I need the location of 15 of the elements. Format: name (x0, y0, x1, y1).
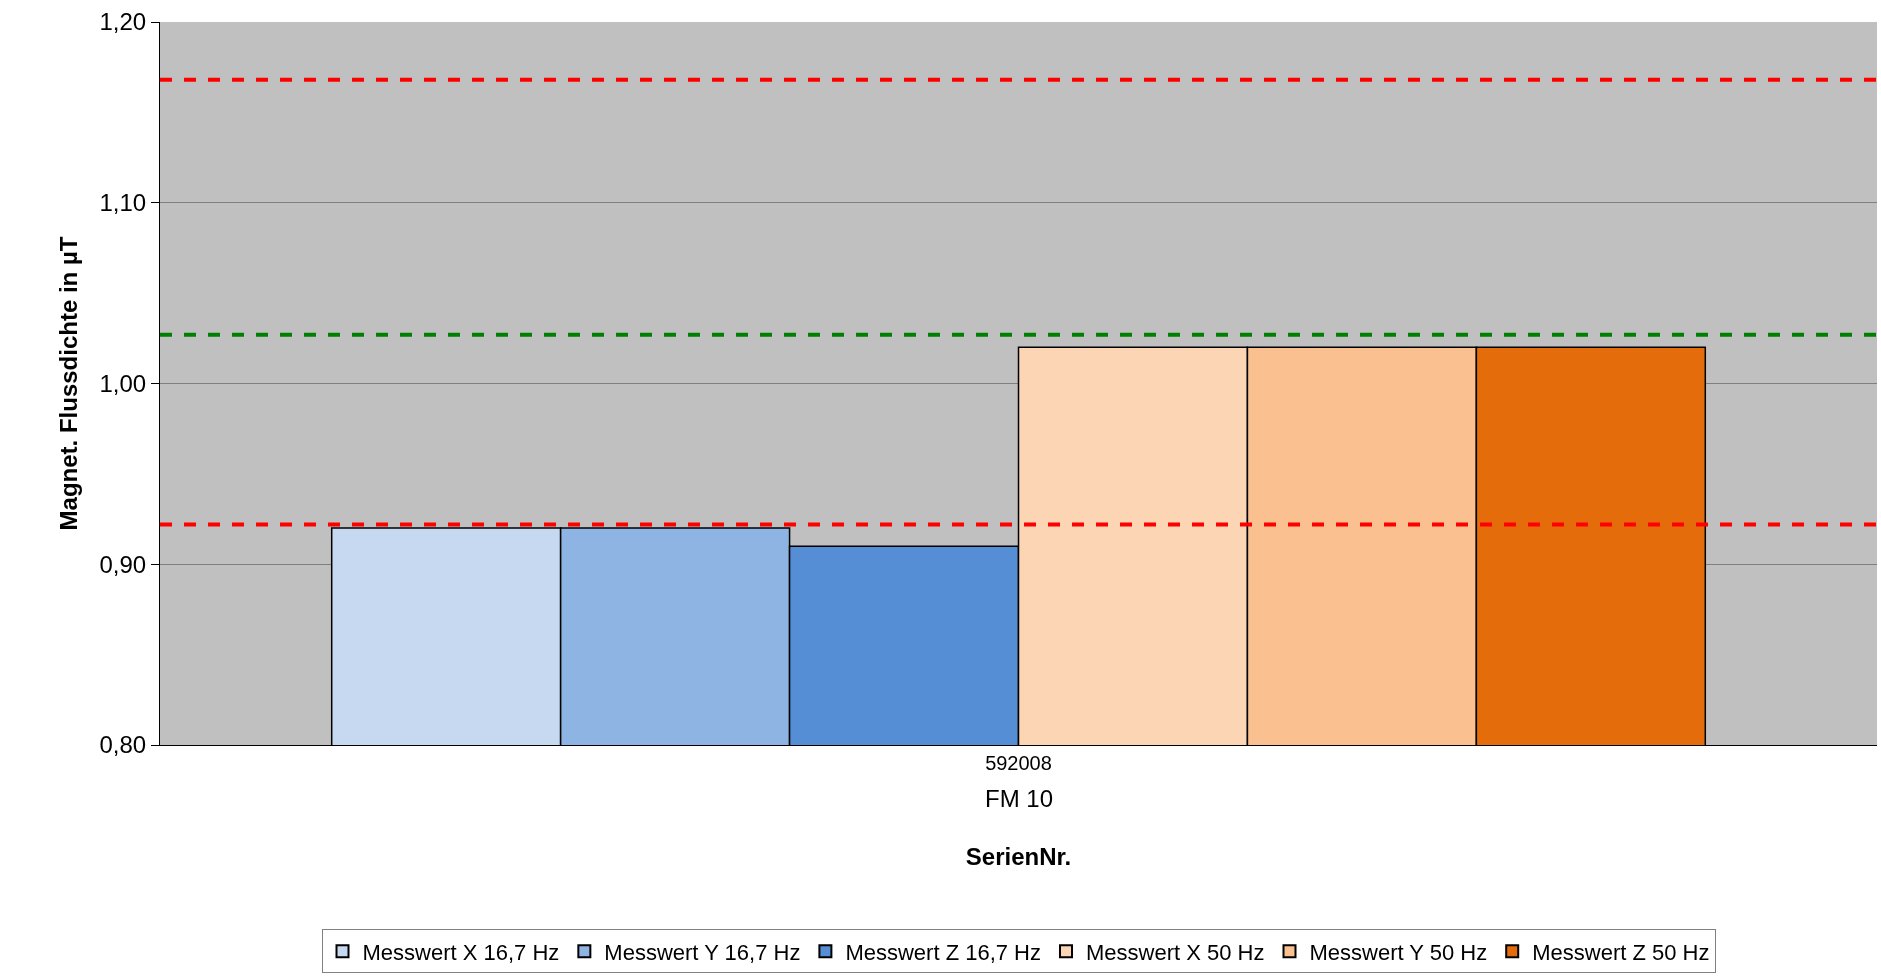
y-axis-title: Magnet. Flussdichte in µT (54, 236, 82, 531)
legend-label: Messwert Y 16,7 Hz (604, 939, 801, 965)
text: FM 10 (985, 785, 1054, 812)
x-axis-title: SerienNr. (965, 843, 1072, 871)
legend-label: Messwert Z 50 Hz (1532, 939, 1710, 965)
y-tick-label: 1,20 (99, 8, 147, 36)
y-tick-label: 0,80 (99, 731, 147, 759)
y-tick-label: 1,10 (99, 189, 147, 217)
legend-label: Messwert Z 16,7 Hz (845, 939, 1041, 965)
x-tick-label: 592008 (985, 752, 1052, 774)
legend-label: Messwert Y 50 Hz (1309, 939, 1488, 965)
legend-label: Messwert X 16,7 Hz (362, 939, 560, 965)
y-tick-label: 1,00 (99, 369, 147, 397)
y-tick-label: 0,90 (99, 550, 147, 578)
legend-label: Messwert X 50 Hz (1086, 939, 1265, 965)
